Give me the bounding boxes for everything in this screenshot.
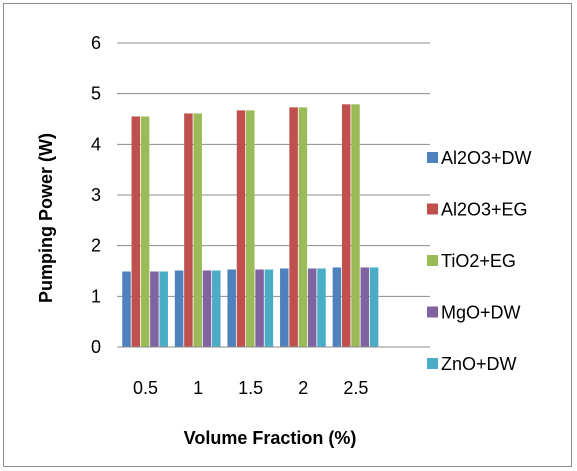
x-tick-label: 1.5 [238,378,263,398]
bar [255,269,264,347]
chart-area [3,3,572,467]
x-tick-label: 2 [298,378,308,398]
bars [122,104,379,348]
bar [289,107,298,347]
gridlines [117,42,430,297]
legend-label: MgO+DW [441,303,521,323]
bar [317,268,326,347]
legend-label: TiO2+EG [441,251,516,271]
bar [360,267,370,347]
bar [212,270,221,347]
bar [246,110,255,348]
legend-swatch [427,203,438,215]
bar [140,116,150,347]
legend-label: Al2O3+DW [441,148,532,168]
bar [150,271,159,347]
bar [227,269,236,347]
y-tick-label: 1 [91,286,101,306]
bar [202,270,212,347]
bar [159,271,168,347]
bar [341,104,351,347]
y-tick-labels: 0 1 2 3 4 5 6 [91,33,101,357]
legend-label: ZnO+DW [441,354,517,374]
legend: Al2O3+DW Al2O3+EG TiO2+EG MgO+DW ZnO+DW [427,148,532,374]
bar [369,267,379,347]
x-tick-label: 1 [193,378,203,398]
bar [307,268,317,347]
legend-swatch [427,358,438,369]
bar [332,267,342,347]
bar [280,268,289,347]
legend-swatch [427,152,438,163]
bar [236,110,246,348]
bar [174,270,184,347]
bar [264,269,274,347]
bar [122,271,131,347]
bar [131,116,141,347]
y-tick-label: 0 [91,337,101,357]
x-axis-title: Volume Fraction (%) [184,428,357,448]
bar [193,113,202,347]
legend-swatch [427,306,438,318]
legend-label: Al2O3+EG [441,200,528,220]
bar [298,107,308,347]
y-tick-label: 4 [91,134,101,154]
y-tick-label: 2 [91,236,101,256]
legend-swatch [427,255,438,266]
y-tick-label: 6 [91,33,101,53]
y-tick-label: 3 [91,185,101,205]
y-axis-title: Pumping Power (W) [36,133,56,303]
x-tick-label: 0.5 [133,378,158,398]
x-tick-labels: 0.5 1 1.5 2 2.5 [133,378,368,398]
bar [184,113,193,347]
x-tick-label: 2.5 [343,378,368,398]
y-tick-label: 5 [91,84,101,104]
bar [351,104,360,347]
